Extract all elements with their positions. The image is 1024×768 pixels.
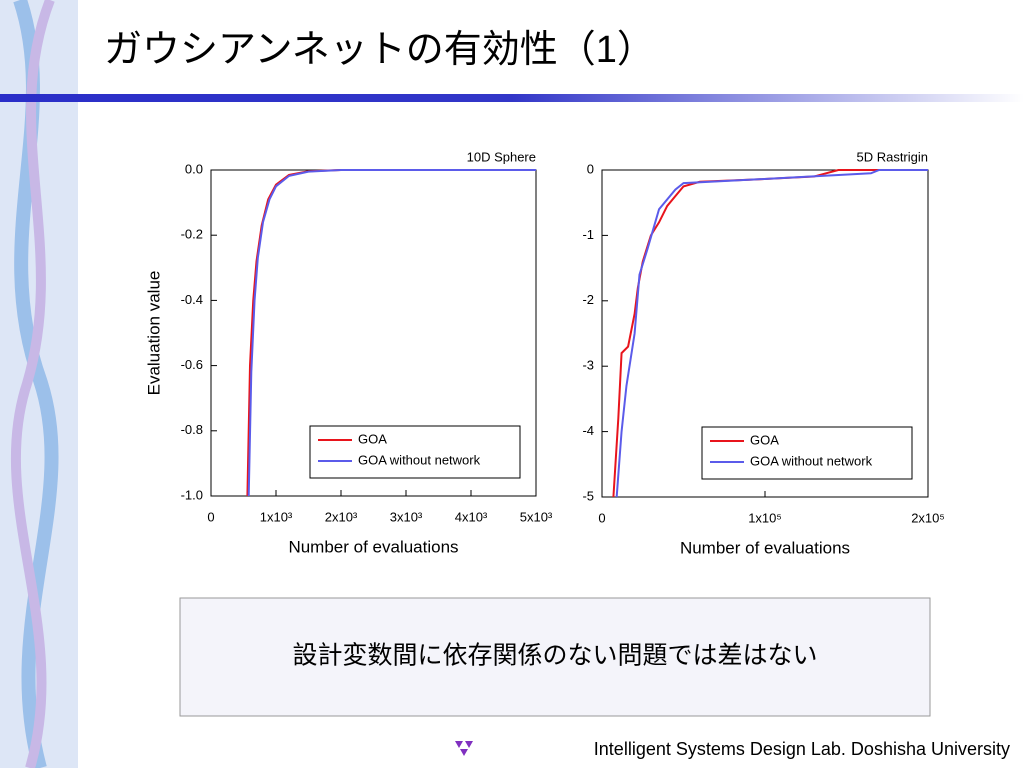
- x-axis-label: Number of evaluations: [288, 537, 458, 556]
- slide-title: ガウシアンネットの有効性（1）: [104, 29, 655, 71]
- y-tick-label: 0.0: [185, 161, 203, 176]
- legend-label: GOA: [750, 432, 779, 447]
- x-tick-label: 3x10³: [390, 509, 423, 524]
- x-axis-label: Number of evaluations: [680, 538, 850, 557]
- y-tick-label: -3: [582, 358, 594, 373]
- dna-strand: [10, 0, 55, 768]
- y-tick-label: -0.8: [181, 422, 203, 437]
- y-axis-label: Evaluation value: [144, 271, 163, 396]
- title-bar: [0, 94, 1024, 102]
- y-tick-label: -0.6: [181, 357, 203, 372]
- legend-label: GOA without network: [358, 452, 481, 467]
- series-line: [247, 169, 536, 497]
- y-tick-label: -2: [582, 292, 594, 307]
- y-tick-label: -4: [582, 423, 594, 438]
- y-tick-label: 0: [587, 161, 594, 176]
- y-tick-label: -5: [582, 488, 594, 503]
- series-line: [615, 169, 928, 498]
- x-tick-label: 5x10³: [520, 509, 553, 524]
- y-tick-label: -1.0: [181, 487, 203, 502]
- x-tick-label: 1x10⁵: [748, 510, 782, 525]
- x-tick-label: 4x10³: [455, 509, 488, 524]
- footer: Intelligent Systems Design Lab. Doshisha…: [594, 739, 1010, 759]
- x-tick-label: 0: [207, 509, 214, 524]
- logo: [455, 741, 473, 756]
- x-tick-label: 0: [598, 510, 605, 525]
- legend-box: [309, 425, 521, 479]
- x-tick-label: 2x10⁵: [911, 510, 945, 525]
- caption: 設計変数間に依存関係のない問題では差はない: [292, 642, 817, 670]
- legend-label: GOA without network: [750, 453, 873, 468]
- legend-box: [701, 426, 913, 480]
- legend-label: GOA: [358, 431, 387, 446]
- x-tick-label: 2x10³: [325, 509, 358, 524]
- chart-title: 5D Rastrigin: [856, 149, 928, 164]
- x-tick-label: 1x10³: [260, 509, 293, 524]
- chart-title: 10D Sphere: [467, 149, 536, 164]
- y-tick-label: -0.2: [181, 227, 203, 242]
- y-tick-label: -0.4: [181, 292, 203, 307]
- y-tick-label: -1: [582, 227, 594, 242]
- caption-box: [179, 597, 931, 717]
